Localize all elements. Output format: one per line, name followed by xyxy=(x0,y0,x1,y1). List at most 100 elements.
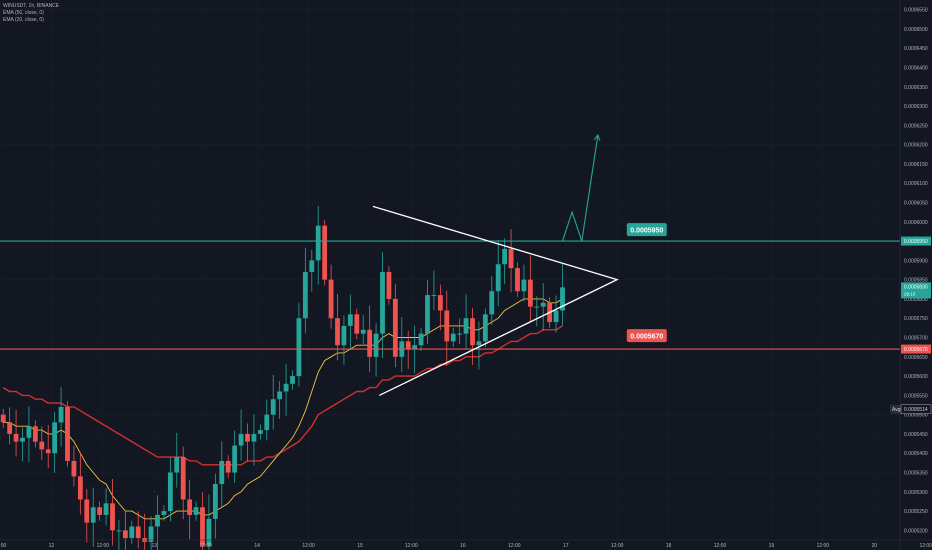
candles xyxy=(0,205,565,550)
x-tick-label: 17 xyxy=(563,543,569,549)
candle-body xyxy=(444,310,450,342)
candle-body xyxy=(39,441,45,450)
candle-body xyxy=(534,306,540,308)
support-label-bg xyxy=(626,329,667,343)
legend-ema50[interactable]: EMA (50, close, 0) xyxy=(3,10,44,16)
x-tick-label: 12:00 xyxy=(405,543,418,549)
candle-body xyxy=(425,295,430,334)
candle-body xyxy=(264,414,270,431)
candle-body xyxy=(322,225,328,280)
price-tag-bg xyxy=(901,282,931,299)
support-label[interactable]: 0.0005670 xyxy=(626,329,667,343)
candle-body xyxy=(470,318,475,346)
y-tick-label: 0.0005400 xyxy=(904,451,928,457)
candle-body xyxy=(193,507,199,515)
projection-arrow[interactable] xyxy=(561,134,599,242)
y-tick-label: 0.0005900 xyxy=(904,258,928,264)
x-tick-label: 18 xyxy=(666,543,672,549)
candle-body xyxy=(437,295,443,311)
candle-body xyxy=(508,248,514,269)
x-tick-label: 12:00 xyxy=(97,543,110,549)
candle-body xyxy=(277,391,283,400)
resistance-axis-tag-bg xyxy=(901,236,931,246)
candle-body xyxy=(232,445,238,473)
y-tick-label: 0.0006000 xyxy=(904,220,928,226)
x-tick-label: 12 xyxy=(49,543,55,549)
candle-body xyxy=(90,507,96,523)
candle-body xyxy=(560,287,565,311)
legend-symbol[interactable]: WINUSDT, 1h, BINANCE xyxy=(3,3,60,9)
candle-body xyxy=(245,433,250,442)
candle-body xyxy=(386,271,392,299)
time-axis[interactable]: 12:00 12 12:00 13 12:00 14 12:00 15 12:00 16 12:00… xyxy=(0,539,932,549)
candle-body xyxy=(502,248,508,265)
resistance-axis-tag: 0.0005950 xyxy=(901,236,931,246)
candle-body xyxy=(212,484,218,519)
resistance-label[interactable]: 0.0005950 xyxy=(626,223,667,237)
candle-body xyxy=(103,503,109,515)
candle-body xyxy=(200,507,205,546)
avg-tag-label-bg xyxy=(890,404,902,414)
y-tick-label: 0.0005800 xyxy=(904,297,928,303)
candle-body xyxy=(84,499,90,523)
candle-body xyxy=(32,426,38,442)
candle-body xyxy=(174,457,180,473)
candle-body xyxy=(482,314,488,342)
candle-body xyxy=(405,341,411,350)
candle-body xyxy=(476,341,482,346)
arrow-head-icon xyxy=(593,133,601,141)
avg-tag-label: Avg xyxy=(892,407,901,413)
candle-body xyxy=(52,422,58,454)
y-tick-label: 0.0005200 xyxy=(904,528,928,534)
y-tick-label: 0.0005350 xyxy=(904,471,928,477)
candle-body xyxy=(129,526,135,539)
candle-body xyxy=(283,383,289,392)
triangle-pattern[interactable] xyxy=(372,205,619,396)
x-tick-label: 12:00 xyxy=(919,543,932,549)
candle-body xyxy=(77,476,83,500)
candle-body xyxy=(0,414,6,423)
candle-body xyxy=(155,514,160,527)
candle-body xyxy=(257,430,263,434)
candle-body xyxy=(328,279,334,319)
y-tick-label: 0.0005550 xyxy=(904,393,928,399)
ema50-line xyxy=(2,325,563,466)
candle-body xyxy=(290,376,295,384)
x-tick-label: 12:00 xyxy=(302,543,315,549)
ema50-group xyxy=(2,325,563,466)
avg-tag: Avg 0.0005514 xyxy=(890,404,932,414)
resistance-axis-tag-text: 0.0005950 xyxy=(904,239,928,245)
candle-body xyxy=(58,406,64,423)
legend-ema20[interactable]: EMA (20, close, 0) xyxy=(3,17,44,23)
y-tick-label: 0.0006150 xyxy=(904,162,928,168)
y-tick-label: 0.0005600 xyxy=(904,374,928,380)
y-tick-label: 0.0006200 xyxy=(904,143,928,149)
candle-body xyxy=(380,271,385,334)
y-tick-label: 0.0005700 xyxy=(904,336,928,342)
y-tick-label: 0.0006300 xyxy=(904,104,928,110)
candle-body xyxy=(251,433,257,442)
candle-body xyxy=(457,333,463,335)
candle-body xyxy=(540,302,546,307)
support-label-text: 0.0005670 xyxy=(630,334,663,341)
candle-body xyxy=(71,460,77,477)
y-tick-label: 0.0006100 xyxy=(904,181,928,187)
ema20-group xyxy=(3,298,563,520)
candle-body xyxy=(26,426,32,438)
y-tick-label: 0.0005850 xyxy=(904,278,928,284)
y-tick-label: 0.0006550 xyxy=(904,8,928,14)
candle-body xyxy=(20,437,25,442)
support-axis-tag-bg xyxy=(901,344,931,354)
drawings[interactable]: 0.0005950 0.0005670 xyxy=(0,133,900,396)
resistance-label-bg xyxy=(626,223,667,237)
candle-body xyxy=(527,279,533,307)
candle-body xyxy=(335,318,340,346)
y-tick-label: 0.0006400 xyxy=(904,66,928,72)
y-tick-label: 0.0006500 xyxy=(904,27,928,33)
candle-body xyxy=(116,530,122,532)
x-tick-label: 14 xyxy=(254,543,260,549)
candle-body xyxy=(373,333,379,357)
